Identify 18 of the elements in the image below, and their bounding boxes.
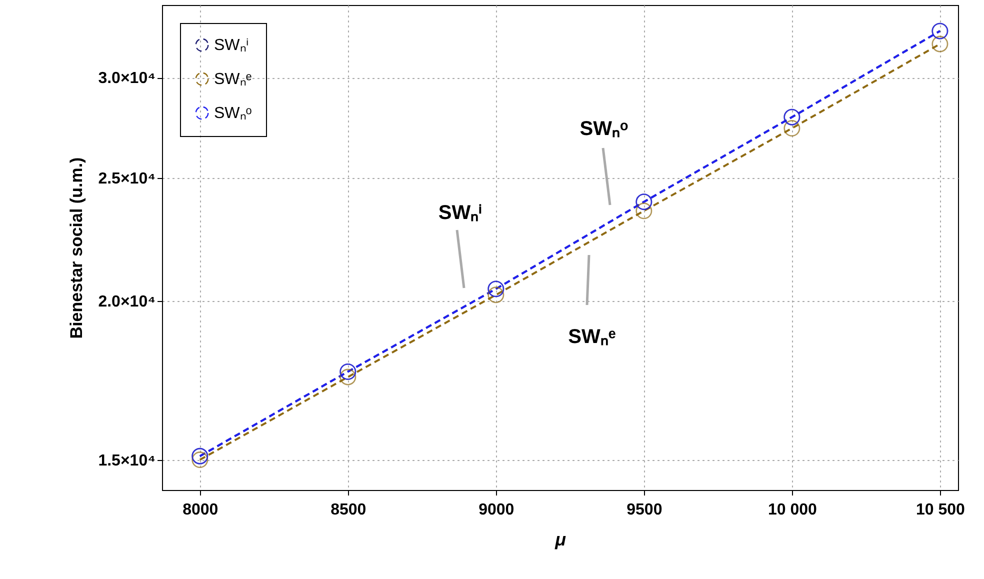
x-axis-title: μ [554,530,566,550]
legend-label: SWₙⁱ [214,37,249,54]
y-tick-label: 2.0×10⁴ [98,294,156,311]
legend-label: SWₙᵒ [214,105,252,122]
legend-label: SWₙᵉ [214,71,252,88]
y-tick-label: 2.5×10⁴ [98,170,156,188]
x-tick-label: 10 500 [916,502,966,518]
y-tick-label: 3.0×10⁴ [98,70,156,88]
x-tick-label: 8500 [330,502,366,518]
y-axis-title: Bienestar social (u.m.) [67,157,86,339]
x-tick-label: 10 000 [768,502,818,518]
annotation: SWₙᵉ [568,326,616,348]
x-tick-label: 8000 [182,502,218,518]
x-tick-label: 9500 [626,502,662,518]
y-tick-label: 1.5×10⁴ [98,452,156,470]
annotation: SWₙⁱ [438,202,482,224]
x-tick-label: 9000 [478,502,514,518]
annotation: SWₙᵒ [580,118,628,140]
